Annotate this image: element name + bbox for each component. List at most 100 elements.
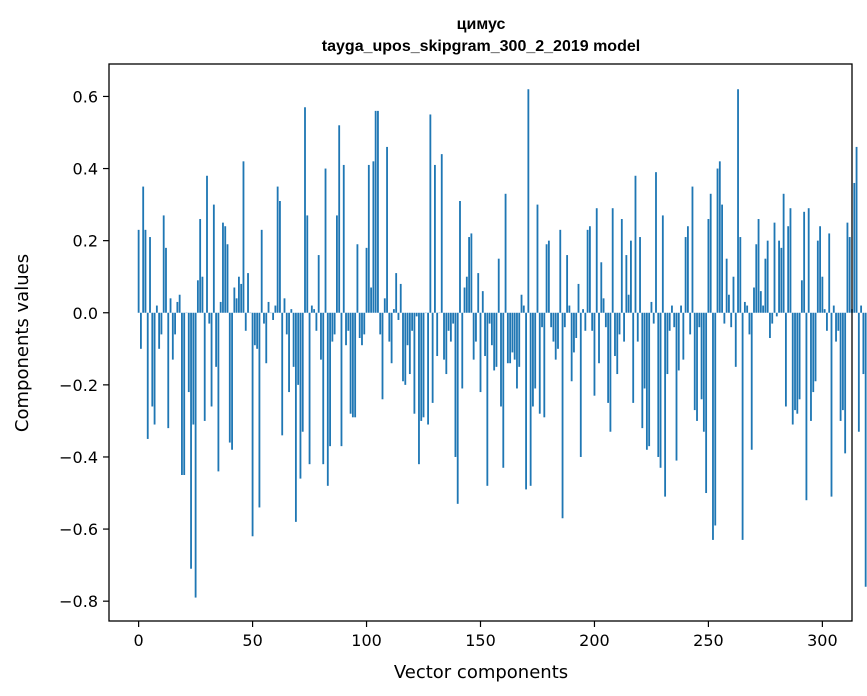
bar-302 <box>826 312 828 331</box>
bar-118 <box>406 312 409 346</box>
bar-291 <box>800 280 803 313</box>
bar-63 <box>281 312 284 436</box>
bar-159 <box>500 312 502 407</box>
bar-105 <box>377 110 379 313</box>
bar-173 <box>532 312 534 407</box>
x-tick-label: 250 <box>693 631 724 650</box>
bar-245 <box>696 312 698 421</box>
bar-87 <box>336 215 338 313</box>
bar-81 <box>322 312 325 465</box>
bar-308 <box>839 312 842 421</box>
bar-149 <box>477 273 480 313</box>
bar-317 <box>860 305 863 313</box>
bar-265 <box>741 312 744 540</box>
bar-236 <box>675 312 678 461</box>
bar-270 <box>753 287 755 313</box>
bar-263 <box>737 89 739 313</box>
bar-37 <box>222 222 224 313</box>
bar-287 <box>791 312 794 425</box>
bar-79 <box>317 255 320 313</box>
bar-230 <box>661 215 664 313</box>
bar-247 <box>700 312 703 400</box>
bar-164 <box>511 312 514 353</box>
bar-202 <box>598 312 600 364</box>
bar-47 <box>244 312 247 331</box>
bar-43 <box>235 298 238 313</box>
bar-200 <box>593 312 596 396</box>
bar-15 <box>171 312 174 360</box>
bar-238 <box>680 305 682 313</box>
bar-215 <box>627 294 630 313</box>
bar-206 <box>607 312 610 403</box>
bar-103 <box>372 161 375 313</box>
bar-227 <box>655 172 657 313</box>
bar-123 <box>418 312 420 465</box>
bar-318 <box>862 312 865 375</box>
bar-139 <box>454 312 457 457</box>
bar-66 <box>288 312 290 393</box>
bar-33 <box>212 204 215 313</box>
bar-151 <box>481 291 484 313</box>
y-tick-label: −0.6 <box>59 520 98 539</box>
bar-186 <box>561 312 564 519</box>
bar-286 <box>789 208 792 313</box>
bar-257 <box>723 312 726 324</box>
bar-305 <box>832 305 835 313</box>
bar-179 <box>545 244 548 313</box>
bar-254 <box>716 168 719 313</box>
bar-166 <box>516 312 518 389</box>
bar-315 <box>855 146 858 313</box>
bar-216 <box>630 240 632 313</box>
bar-232 <box>666 312 669 375</box>
bar-127 <box>427 312 429 425</box>
bar-185 <box>559 229 562 313</box>
bar-220 <box>639 237 641 313</box>
bar-243 <box>691 186 694 313</box>
bar-24 <box>192 312 195 425</box>
bar-244 <box>693 312 696 411</box>
bar-190 <box>570 312 573 382</box>
bar-242 <box>689 312 692 335</box>
bar-142 <box>461 312 464 389</box>
bar-288 <box>794 312 796 411</box>
bar-167 <box>518 312 521 367</box>
bar-217 <box>632 312 635 403</box>
bar-239 <box>682 312 685 360</box>
bar-110 <box>388 312 391 342</box>
bar-297 <box>814 312 817 382</box>
bar-41 <box>231 312 233 450</box>
bar-45 <box>240 283 243 313</box>
bar-224 <box>648 312 651 447</box>
bar-319 <box>864 312 867 587</box>
bar-290 <box>798 312 801 400</box>
bar-233 <box>668 312 671 331</box>
bar-39 <box>226 244 229 313</box>
bar-162 <box>506 312 509 364</box>
bar-131 <box>436 312 439 357</box>
bar-67 <box>290 309 293 313</box>
bar-228 <box>657 312 660 457</box>
bar-28 <box>201 276 204 313</box>
bar-235 <box>673 312 676 328</box>
bar-61 <box>276 186 279 313</box>
y-tick-label: −0.4 <box>59 448 98 467</box>
bar-146 <box>470 233 473 313</box>
bar-314 <box>853 182 856 313</box>
bar-213 <box>623 312 625 342</box>
bar-312 <box>848 237 851 313</box>
chart-title: цимус <box>457 16 506 33</box>
bar-115 <box>399 283 402 313</box>
bar-275 <box>764 258 767 313</box>
bar-40 <box>228 312 231 443</box>
bar-136 <box>447 312 450 331</box>
bar-197 <box>586 229 589 313</box>
bar-48 <box>247 273 249 313</box>
bar-176 <box>538 312 541 414</box>
bar-137 <box>449 312 452 342</box>
bar-42 <box>233 287 236 313</box>
bar-100 <box>365 247 368 313</box>
bar-218 <box>634 175 637 313</box>
bar-114 <box>397 312 400 320</box>
x-axis-label: Vector components <box>394 662 568 683</box>
